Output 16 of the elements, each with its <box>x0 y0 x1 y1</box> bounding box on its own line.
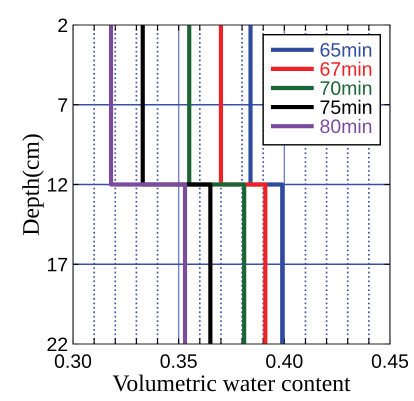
legend-label: 70min <box>320 80 372 95</box>
y-tick-label: 2 <box>58 18 68 32</box>
legend-label: 67min <box>320 62 372 76</box>
y-tick-label: 12 <box>48 178 68 192</box>
y-tick-label: 22 <box>47 337 68 352</box>
x-tick-label: 0.40 <box>266 354 302 368</box>
legend-label: 75min <box>320 100 372 114</box>
y-tick-label: 7 <box>58 98 68 112</box>
legend-label: 80min <box>320 118 372 134</box>
y-axis-title: Depth(cm) <box>22 134 44 235</box>
y-tick-label: 17 <box>48 258 68 272</box>
legend-label: 65min <box>320 42 372 57</box>
x-tick-label: 0.35 <box>160 354 197 368</box>
x-tick-label: 0.30 <box>54 354 92 368</box>
x-axis-title: Volumetric water content <box>112 374 350 392</box>
x-tick-label: 0.45 <box>372 354 408 368</box>
